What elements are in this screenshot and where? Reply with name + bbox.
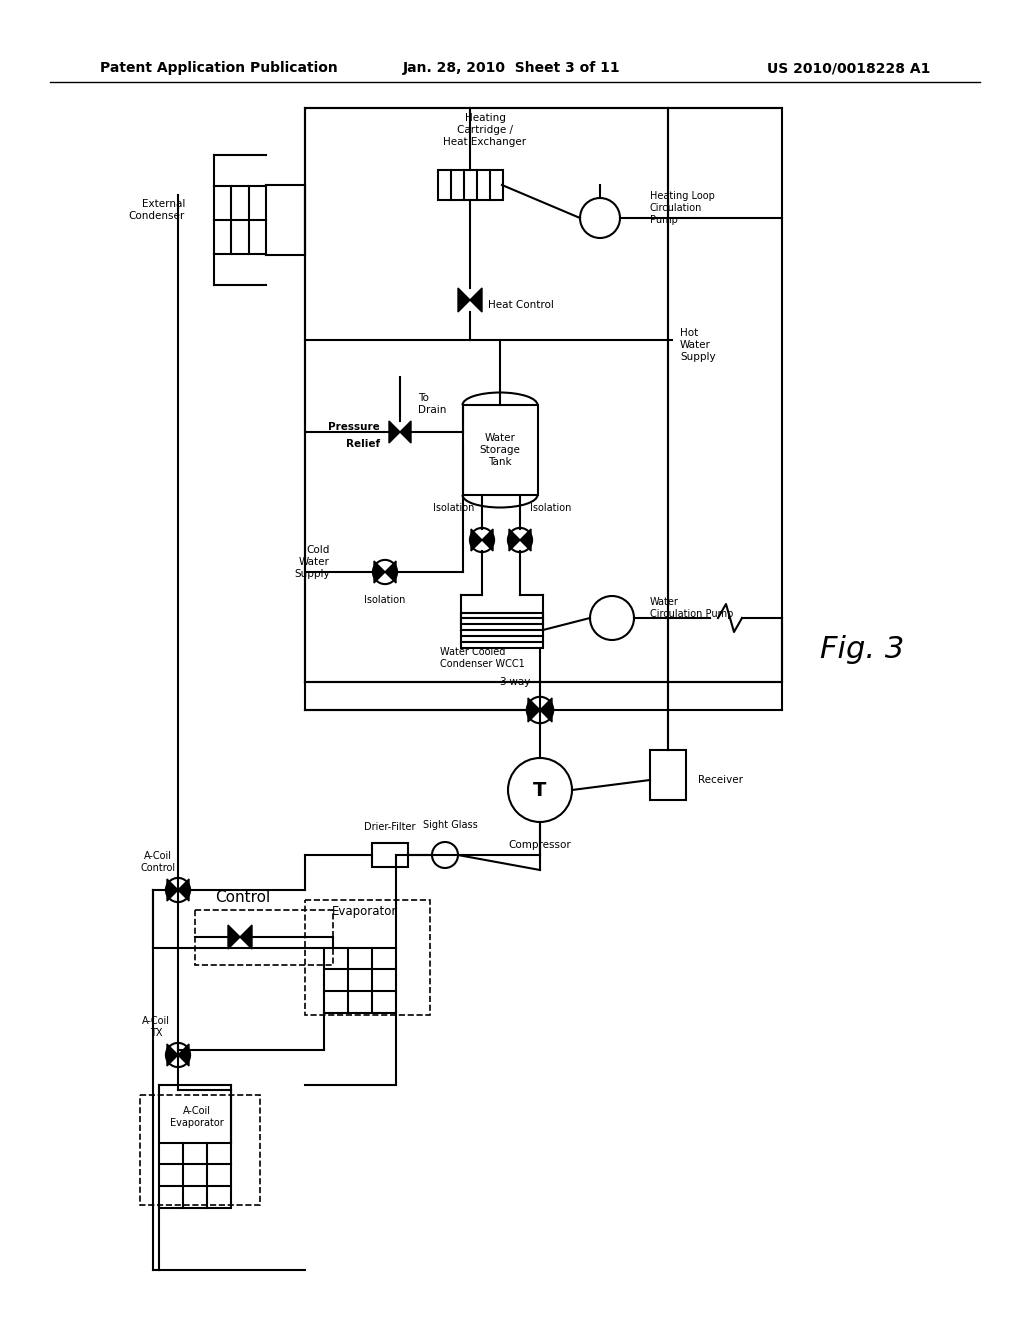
Text: Cold
Water
Supply: Cold Water Supply [294, 545, 330, 578]
Polygon shape [540, 698, 552, 722]
Text: A-Coil
Control: A-Coil Control [140, 851, 175, 873]
Text: Sight Glass: Sight Glass [423, 820, 477, 830]
Text: Water
Circulation Pump: Water Circulation Pump [650, 597, 733, 619]
Bar [324, 948, 396, 1012]
Text: Drier-Filter: Drier-Filter [365, 822, 416, 832]
Polygon shape [167, 1044, 178, 1067]
Text: 3-way: 3-way [500, 677, 530, 686]
Text: T: T [534, 780, 547, 800]
Text: Heat Control: Heat Control [488, 300, 554, 310]
Text: Heating
Cartridge /
Heat Exchanger: Heating Cartridge / Heat Exchanger [443, 114, 526, 147]
Polygon shape [178, 1044, 189, 1067]
Polygon shape [458, 288, 470, 312]
Text: Jan. 28, 2010  Sheet 3 of 11: Jan. 28, 2010 Sheet 3 of 11 [403, 61, 621, 75]
Bar [214, 186, 266, 253]
Text: Control: Control [215, 891, 270, 906]
Text: US 2010/0018228 A1: US 2010/0018228 A1 [767, 61, 930, 75]
Text: Water
Storage
Tank: Water Storage Tank [479, 433, 520, 466]
Text: Receiver: Receiver [698, 775, 743, 785]
Polygon shape [471, 529, 482, 550]
Bar [650, 750, 686, 800]
Bar [195, 909, 333, 965]
Text: Compressor: Compressor [509, 840, 571, 850]
Text: A-Coil
Evaporator: A-Coil Evaporator [170, 1106, 224, 1127]
Text: Isolation: Isolation [432, 503, 474, 513]
Polygon shape [385, 561, 396, 583]
Text: Heating Loop
Circulation
Pump: Heating Loop Circulation Pump [650, 191, 715, 224]
Polygon shape [178, 879, 189, 902]
Polygon shape [509, 529, 520, 550]
Polygon shape [167, 879, 178, 902]
Text: Isolation: Isolation [530, 503, 571, 513]
Polygon shape [240, 925, 252, 949]
Text: Relief: Relief [346, 440, 380, 449]
Polygon shape [528, 698, 540, 722]
Text: Patent Application Publication: Patent Application Publication [100, 61, 338, 75]
Bar [437, 170, 503, 201]
Polygon shape [389, 421, 400, 444]
Bar [463, 405, 538, 495]
Polygon shape [228, 925, 240, 949]
Polygon shape [374, 561, 385, 583]
Polygon shape [520, 529, 531, 550]
Bar [159, 1143, 231, 1208]
Text: External
Condenser: External Condenser [129, 199, 185, 220]
Text: Evaporator: Evaporator [333, 906, 397, 919]
Polygon shape [470, 288, 482, 312]
Text: Isolation: Isolation [365, 595, 406, 605]
Text: Hot
Water
Supply: Hot Water Supply [680, 329, 716, 362]
Bar [305, 108, 782, 682]
Text: Water Cooled
Condenser WCC1: Water Cooled Condenser WCC1 [440, 647, 524, 669]
Text: Pressure: Pressure [329, 422, 380, 432]
Bar [461, 612, 543, 648]
Bar [140, 1096, 260, 1205]
Text: A-Coil
TX: A-Coil TX [142, 1016, 170, 1038]
Polygon shape [400, 421, 411, 444]
Bar [305, 900, 430, 1015]
Bar [372, 843, 408, 867]
Text: Fig. 3: Fig. 3 [820, 635, 904, 664]
Text: To
Drain: To Drain [418, 393, 446, 414]
Polygon shape [482, 529, 493, 550]
